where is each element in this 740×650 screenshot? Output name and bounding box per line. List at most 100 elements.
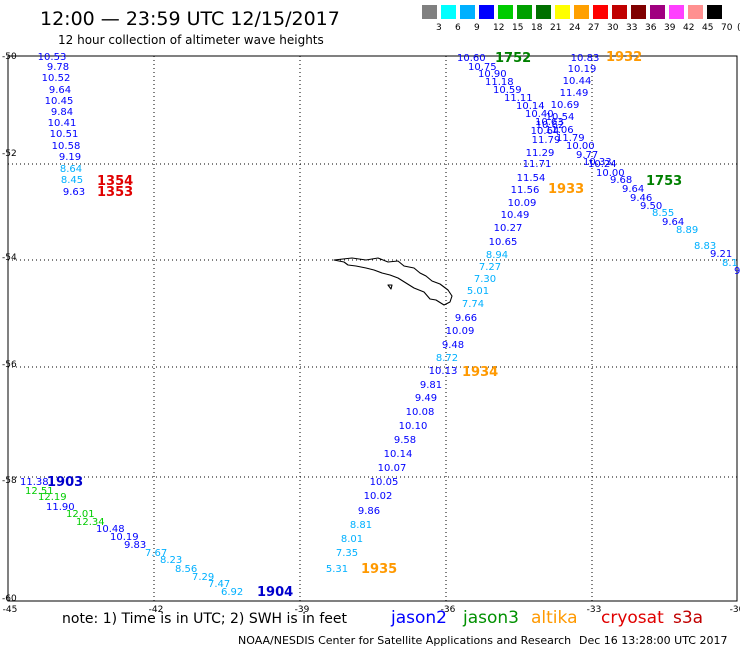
wave-height-value: 10.05	[370, 477, 399, 488]
pass-time-label: 1933	[548, 182, 584, 197]
wave-height-value: 8.45	[61, 175, 83, 186]
wave-height-value: 9.68	[610, 175, 632, 186]
color-scale-label: 42	[683, 23, 695, 33]
satellite-legend-jason3: jason3	[463, 608, 519, 628]
wave-height-value: 9.77	[576, 150, 598, 161]
wave-height-value: 10.10	[399, 421, 428, 432]
wave-height-value: 7.27	[479, 262, 501, 273]
wave-height-value: 9.78	[47, 62, 69, 73]
satellite-track: 9.81 9.49 10.08 10.10 9.58 10.14 10.07 10.05 10.…	[326, 380, 442, 575]
footer-timestamp: Dec 16 13:28:00 UTC 2017	[579, 634, 728, 647]
wave-height-value: 9.63	[63, 187, 85, 198]
satellite-legend-cryosat: cryosat	[601, 608, 664, 628]
footer-note: note: 1) Time is in UTC; 2) SWH is in fe…	[62, 611, 348, 627]
color-scale-unit: (ft)	[737, 23, 740, 33]
wave-height-value: 12.19	[38, 492, 67, 503]
latitude-label: -58	[2, 476, 17, 486]
color-scale-label: 3	[436, 23, 442, 33]
wave-height-value: 7.29	[192, 572, 214, 583]
color-swatch	[517, 5, 532, 19]
latitude-label: -50	[2, 52, 17, 62]
wave-height-value: 5.01	[467, 286, 489, 297]
wave-height-value: 9.19	[59, 152, 81, 163]
wave-height-value: 9.64	[662, 217, 684, 228]
wave-height-value: 10.51	[50, 129, 79, 140]
wave-height-value: 8.83	[694, 241, 716, 252]
wave-height-value: 9	[734, 266, 740, 277]
wave-height-value: 10.13	[429, 366, 458, 377]
wave-height-value: 8.01	[341, 534, 363, 545]
wave-height-value: 10.02	[364, 491, 393, 502]
wave-height-value: 9.58	[394, 435, 416, 446]
color-swatch	[441, 5, 456, 19]
wave-height-value: 8.55	[652, 208, 674, 219]
pass-time-label: 1752	[495, 51, 531, 66]
wave-height-value: 10.48	[96, 524, 125, 535]
page-title: 12:00 — 23:59 UTC 12/15/2017	[40, 8, 340, 30]
wave-height-value: 10.08	[406, 407, 435, 418]
color-scale-label: 18	[531, 23, 543, 33]
color-swatch	[650, 5, 665, 19]
pass-time-label: 1935	[361, 562, 397, 577]
wave-height-value: 10.64	[531, 126, 560, 137]
wave-height-value: 8.23	[160, 555, 182, 566]
color-swatch	[555, 5, 570, 19]
wave-height-value: 8.89	[676, 225, 698, 236]
color-swatch	[612, 5, 627, 19]
color-scale-label: 33	[626, 23, 638, 33]
color-swatch	[707, 5, 722, 19]
satellite-track: 10.539.7810.529.6410.459.8410.4110.5110.…	[38, 52, 85, 198]
wave-observations: 10.539.7810.529.6410.459.8410.4110.5110.…	[20, 52, 740, 598]
wave-height-value: 10.00	[596, 168, 625, 179]
wave-height-value: 7.47	[208, 579, 230, 590]
wave-height-value: 11.71	[523, 159, 552, 170]
color-scale-label: 39	[664, 23, 676, 33]
wave-height-value: 9.50	[640, 201, 662, 212]
wave-height-value: 7.35	[336, 548, 358, 559]
wave-height-value: 9.48	[442, 340, 464, 351]
wave-height-value: 7.74	[462, 299, 484, 310]
wave-height-value: 10.09	[508, 198, 537, 209]
wave-height-value: 10.19	[568, 64, 597, 75]
wave-height-value: 9.66	[455, 313, 477, 324]
color-scale-label: 70	[721, 23, 733, 33]
map-grid	[8, 56, 737, 601]
wave-height-value: 10.54	[546, 112, 575, 123]
wave-height-value: 11.11	[504, 93, 533, 104]
color-scale-label: 36	[645, 23, 657, 33]
wave-height-value: 10.27	[494, 223, 523, 234]
wave-height-value: 10.24	[588, 159, 617, 170]
wave-height-value: 10.19	[110, 532, 139, 543]
wave-height-value: 8.64	[60, 164, 82, 175]
map-border	[7, 55, 738, 602]
color-swatch	[460, 5, 475, 19]
wave-height-value: 5.31	[326, 564, 348, 575]
wave-height-value: 9.83	[124, 540, 146, 551]
footer-credit: NOAA/NESDIS Center for Satellite Applica…	[238, 634, 572, 647]
wave-height-value: 10.63	[535, 117, 564, 128]
wave-height-value: 7.67	[145, 548, 167, 559]
wave-height-value: 10.41	[48, 118, 77, 129]
latitude-label: -54	[2, 253, 17, 263]
color-swatch	[422, 5, 437, 19]
south-georgia-island	[333, 257, 453, 306]
wave-height-value: 10.40	[525, 109, 554, 120]
wave-height-value: 10.14	[516, 101, 545, 112]
satellite-legend-s3a: s3a	[673, 608, 704, 628]
wave-height-value: 10.75	[468, 62, 497, 73]
wave-height-value: 10.52	[42, 73, 71, 84]
wave-height-value: 10.07	[378, 463, 407, 474]
satellite-track: 11.3812.5112.1911.9012.0112.3410.4810.19…	[20, 477, 243, 598]
color-scale-label: 6	[455, 23, 461, 33]
island-coastline	[333, 257, 453, 306]
wave-height-value: 10.09	[446, 326, 475, 337]
pass-time-label: 1753	[646, 174, 682, 189]
wave-height-value: 11.29	[526, 148, 555, 159]
color-scale-label: 30	[607, 23, 619, 33]
wave-height-value: 9.49	[415, 393, 437, 404]
longitude-label: -33	[587, 605, 602, 615]
wave-height-value: 9.46	[630, 193, 652, 204]
wave-height-value: 12.01	[66, 509, 95, 520]
wave-height-value: 11.79	[556, 133, 585, 144]
